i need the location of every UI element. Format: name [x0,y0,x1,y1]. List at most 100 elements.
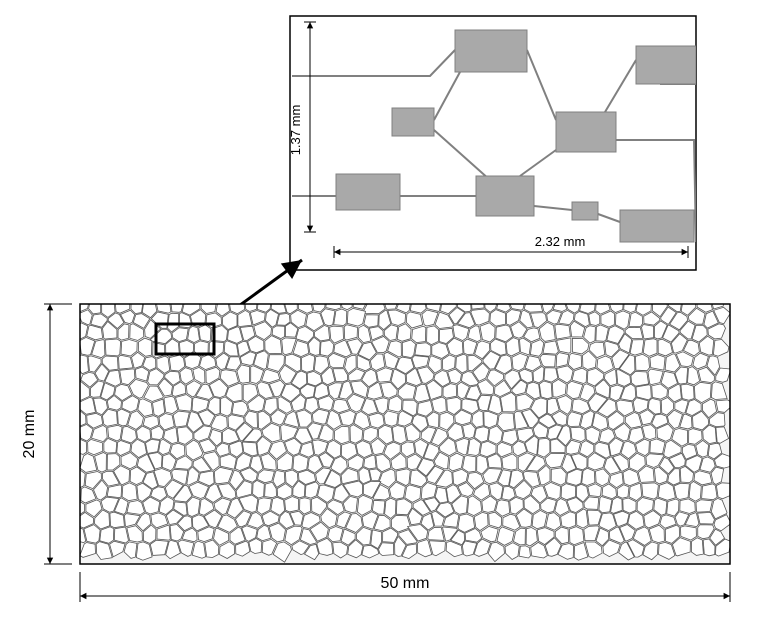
figure-root: 1.37 mm 2.32 mm 20 mm 50 mm [0,0,778,629]
voronoi-cell [293,455,308,472]
voronoi-cell [631,371,649,386]
main-dim-width: 50 mm [80,572,730,602]
voronoi-cell [463,424,476,439]
voronoi-cell [543,341,558,354]
voronoi-cell [480,323,495,342]
voronoi-cell [369,413,385,428]
voronoi-cell [425,295,442,312]
voronoi-cell [696,500,712,513]
voronoi-cell [277,314,290,326]
voronoi-cell [69,469,85,487]
voronoi-cell [300,498,311,514]
voronoi-cell [463,456,476,473]
voronoi-cell [385,498,396,518]
voronoi-cell [384,411,398,426]
voronoi-cell [257,298,270,312]
voronoi-cell [379,543,394,556]
voronoi-cell [630,340,644,356]
voronoi-cell [188,326,200,342]
main-panel [69,292,731,564]
voronoi-cell [105,339,120,356]
voronoi-cell [599,497,612,513]
voronoi-cell [561,484,576,500]
voronoi-cell [580,298,596,314]
voronoi-cell [636,354,650,370]
voronoi-cell [636,385,651,400]
voronoi-cell [232,401,248,416]
voronoi-cell [402,340,415,358]
inset-grain [336,174,400,210]
voronoi-cell [681,384,694,400]
voronoi-cell [680,499,696,514]
voronoi-cell [199,325,211,342]
voronoi-cell [691,538,703,556]
inset-width-label: 2.32 mm [535,234,586,249]
voronoi-cell [136,542,152,560]
voronoi-cell [76,355,89,374]
main-height-label: 20 mm [21,410,38,459]
inset-panel: 1.37 mm 2.32 mm [288,16,696,270]
voronoi-cell [364,315,378,328]
voronoi-cell [432,397,447,413]
voronoi-cell [524,299,542,312]
voronoi-cell [302,354,315,372]
voronoi-cell [127,501,145,515]
voronoi-cell [334,309,347,326]
voronoi-cell [588,484,602,497]
voronoi-cell [650,439,665,454]
voronoi-cell [326,295,341,309]
main-dim-height: 20 mm [21,304,72,564]
voronoi-cell [427,326,439,345]
inset-grain [556,112,616,152]
voronoi-cell [540,354,556,367]
voronoi-cell [567,412,582,427]
inset-grain [476,176,534,216]
voronoi-cell [568,353,581,369]
voronoi-cell [555,324,571,339]
voronoi-cell [643,339,657,357]
voronoi-cell [146,439,160,453]
voronoi-cell [589,312,600,326]
voronoi-cell [569,527,584,545]
voronoi-cell [502,487,515,501]
voronoi-cell [702,484,718,500]
voronoi-cell [471,294,484,309]
voronoi-cell [642,325,654,339]
voronoi-cell [415,343,431,357]
voronoi-cell [122,483,137,501]
voronoi-cell [650,355,665,371]
main-width-label: 50 mm [381,575,430,592]
voronoi-cell [131,297,144,314]
voronoi-cell [372,500,385,514]
voronoi-cell [328,527,343,542]
inset-grain [455,30,527,72]
voronoi-cell [490,310,506,327]
voronoi-cell [716,483,730,499]
voronoi-cell [412,326,426,342]
voronoi-cell [596,325,609,341]
voronoi-cell [538,438,550,457]
voronoi-cell [582,468,595,485]
voronoi-cell [169,355,185,371]
voronoi-cell [229,297,245,314]
voronoi-cell [392,426,406,444]
voronoi-cell [556,353,569,368]
voronoi-cell [571,427,586,441]
voronoi-cell [107,485,122,498]
voronoi-cell [220,454,236,469]
voronoi-cell [642,483,659,499]
voronoi-cell [285,497,299,512]
voronoi-cells [69,292,731,562]
voronoi-cell [674,483,689,499]
voronoi-cell [553,299,567,312]
inset-height-label: 1.37 mm [288,105,303,156]
inset-grain [636,46,696,84]
voronoi-cell [344,325,357,340]
inset-grain [392,108,434,136]
voronoi-cell [539,381,552,399]
voronoi-cell [253,480,265,498]
voronoi-cell [347,308,365,326]
voronoi-cell [519,546,530,558]
voronoi-cell [156,297,171,313]
voronoi-cell [410,298,426,314]
